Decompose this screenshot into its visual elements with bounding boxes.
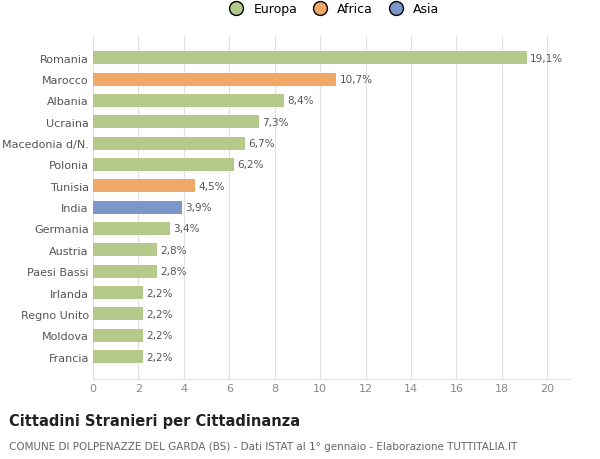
Text: 2,8%: 2,8%	[160, 267, 187, 277]
Bar	[93, 180, 195, 193]
Text: 2,2%: 2,2%	[146, 330, 173, 341]
Text: 2,2%: 2,2%	[146, 288, 173, 298]
Bar	[93, 95, 284, 107]
Bar	[93, 265, 157, 278]
Text: 3,9%: 3,9%	[185, 203, 211, 213]
Bar	[93, 308, 143, 320]
Text: COMUNE DI POLPENAZZE DEL GARDA (BS) - Dati ISTAT al 1° gennaio - Elaborazione TU: COMUNE DI POLPENAZZE DEL GARDA (BS) - Da…	[9, 441, 517, 451]
Bar	[93, 350, 143, 363]
Legend: Europa, Africa, Asia: Europa, Africa, Asia	[218, 0, 445, 22]
Bar	[93, 244, 157, 257]
Bar	[93, 137, 245, 150]
Bar	[93, 159, 234, 172]
Bar	[93, 116, 259, 129]
Bar	[93, 52, 527, 65]
Text: 4,5%: 4,5%	[199, 181, 225, 191]
Text: 6,7%: 6,7%	[248, 139, 275, 149]
Text: 3,4%: 3,4%	[173, 224, 200, 234]
Bar	[93, 286, 143, 299]
Text: 7,3%: 7,3%	[262, 118, 289, 128]
Text: 2,2%: 2,2%	[146, 352, 173, 362]
Bar	[93, 223, 170, 235]
Text: 6,2%: 6,2%	[237, 160, 264, 170]
Text: Cittadini Stranieri per Cittadinanza: Cittadini Stranieri per Cittadinanza	[9, 413, 300, 428]
Text: 8,4%: 8,4%	[287, 96, 314, 106]
Text: 19,1%: 19,1%	[530, 54, 563, 64]
Text: 2,2%: 2,2%	[146, 309, 173, 319]
Bar	[93, 202, 182, 214]
Text: 2,8%: 2,8%	[160, 245, 187, 255]
Text: 10,7%: 10,7%	[340, 75, 373, 85]
Bar	[93, 73, 336, 86]
Bar	[93, 329, 143, 342]
